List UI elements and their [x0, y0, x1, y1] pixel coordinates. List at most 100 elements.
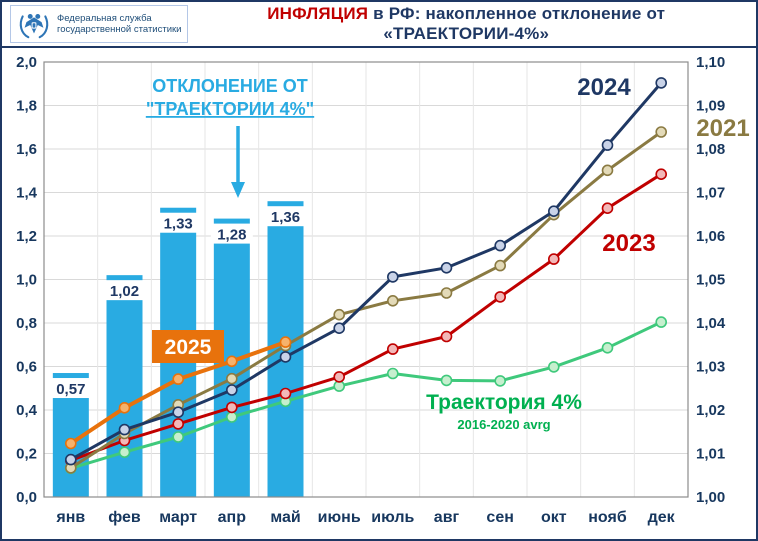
series-marker	[440, 262, 453, 274]
x-axis-label: март	[159, 509, 197, 526]
right-axis-tick: 1,03	[696, 359, 725, 376]
x-axis-label: сен	[486, 509, 513, 526]
bar-value-label: 1,02	[110, 283, 139, 300]
series-marker	[65, 453, 77, 466]
left-axis-tick: 1,4	[16, 185, 38, 202]
page-title-accent: ИНФЛЯЦИЯ	[267, 4, 369, 23]
left-axis-tick: 0,2	[16, 446, 37, 463]
series-marker	[547, 205, 560, 217]
series-line	[69, 320, 663, 470]
series-marker	[172, 406, 184, 419]
series-marker	[226, 411, 238, 423]
left-axis-tick: 0,0	[16, 489, 37, 506]
logo-line-2: государственной статистики	[57, 24, 182, 35]
series-label-2023: 2023	[602, 230, 655, 257]
series-marker	[333, 308, 346, 321]
right-axis-tick: 1,10	[696, 54, 725, 71]
series-marker	[494, 375, 507, 387]
right-axis-tick: 1,04	[696, 315, 726, 332]
series-marker	[440, 287, 453, 299]
bar-value-chip	[264, 206, 307, 227]
series-marker	[172, 431, 184, 443]
series-label-note: 2016-2020 avrg	[457, 417, 550, 432]
series-marker	[601, 164, 614, 177]
bar-value-label: 1,28	[217, 227, 246, 244]
series-marker	[386, 367, 399, 380]
right-axis-tick: 1,02	[696, 402, 725, 419]
series-2025	[65, 336, 292, 450]
series-marker	[601, 341, 614, 354]
right-axis-tick: 1,06	[696, 228, 725, 245]
x-axis-label: нояб	[588, 509, 627, 526]
series-marker	[601, 202, 614, 214]
left-axis-tick: 1,0	[16, 272, 37, 289]
series-marker	[333, 322, 346, 335]
series-marker	[279, 387, 292, 400]
series-line	[69, 172, 663, 462]
x-axis-label: авг	[434, 509, 460, 526]
page-title: ИНФЛЯЦИЯ в РФ: накопленное отклонение от…	[188, 4, 748, 44]
series-label-2021: 2021	[696, 115, 749, 142]
x-axis-label: дек	[648, 509, 676, 526]
logo-line-1: Федеральная служба	[57, 13, 152, 24]
series-marker	[279, 336, 292, 348]
annotation-line1: ОТКЛОНЕНИЕ ОТ	[152, 76, 308, 96]
right-axis-tick: 1,08	[696, 141, 725, 158]
series-marker	[172, 373, 184, 385]
left-axis-tick: 1,6	[16, 141, 37, 158]
left-axis-tick: 0,8	[16, 315, 37, 332]
left-axis-tick: 0,4	[16, 402, 38, 419]
x-axis-label: окт	[541, 509, 567, 526]
right-axis-tick: 1,07	[696, 185, 725, 202]
series-marker	[226, 401, 238, 414]
plot-border	[43, 61, 689, 498]
series-marker	[279, 351, 292, 363]
rosstat-logo-text: Федеральная служба государственной стати…	[57, 13, 181, 35]
rosstat-emblem-icon	[19, 13, 49, 39]
series-marker	[226, 355, 238, 368]
deviation-annotation: ОТКЛОНЕНИЕ ОТ "ТРАЕКТОРИИ 4%"	[146, 76, 314, 198]
left-axis-tick: 1,2	[16, 228, 37, 245]
series-marker	[601, 139, 614, 151]
series-marker	[65, 437, 77, 450]
x-axis-label: янв	[55, 509, 85, 526]
series-label-2024: 2024	[577, 74, 631, 101]
series-marker	[172, 418, 184, 430]
series-marker	[547, 361, 560, 373]
series-label-Траектория-4%: Траектория 4%	[426, 391, 582, 414]
series-marker	[655, 126, 668, 138]
annotation-arrow-icon	[231, 182, 245, 198]
x-axis-label: апр	[218, 509, 247, 526]
x-axis-label: июль	[371, 509, 414, 526]
series-line	[69, 130, 663, 470]
series-marker	[118, 423, 131, 436]
series-marker	[494, 291, 507, 303]
series-marker	[655, 77, 668, 89]
right-axis-tick: 1,01	[696, 446, 725, 463]
right-axis-tick: 1,05	[696, 272, 725, 289]
x-axis-labels: янв фев март апр май июнь июль авг сен окт нояб дек	[55, 509, 675, 526]
bar-value-label: 1,36	[271, 209, 300, 226]
header-bar: Федеральная служба государственной стати…	[2, 2, 756, 48]
bar-value-chip	[210, 223, 253, 244]
series-line	[69, 81, 663, 462]
axes: 0,0 0,2 0,4 0,6 0,8 1,0 1,2 1,4 1,6 1,8 2,0 1,00 1,0…	[16, 54, 726, 506]
left-axis-tick: 1,8	[16, 98, 37, 115]
series-marker	[547, 253, 560, 265]
x-axis-label: май	[270, 509, 300, 526]
series-marker	[118, 401, 131, 414]
rosstat-logo: Федеральная служба государственной стати…	[10, 5, 189, 43]
right-axis-tick: 1,09	[696, 98, 725, 115]
bar-value-label: 1,33	[164, 216, 193, 233]
series-2024	[65, 77, 668, 466]
inflation-chart: 0,0 0,2 0,4 0,6 0,8 1,0 1,2 1,4 1,6 1,8 2,0 1,00 1,0…	[16, 54, 750, 526]
bar-value-chip	[103, 280, 146, 301]
series-marker	[118, 446, 131, 459]
series-marker	[494, 239, 507, 252]
bar	[106, 275, 143, 497]
series-marker	[333, 371, 346, 383]
page-title-rest: в РФ: накопленное отклонение от «ТРАЕКТО…	[368, 4, 666, 43]
series-marker	[386, 343, 399, 355]
series-marker	[226, 372, 238, 385]
